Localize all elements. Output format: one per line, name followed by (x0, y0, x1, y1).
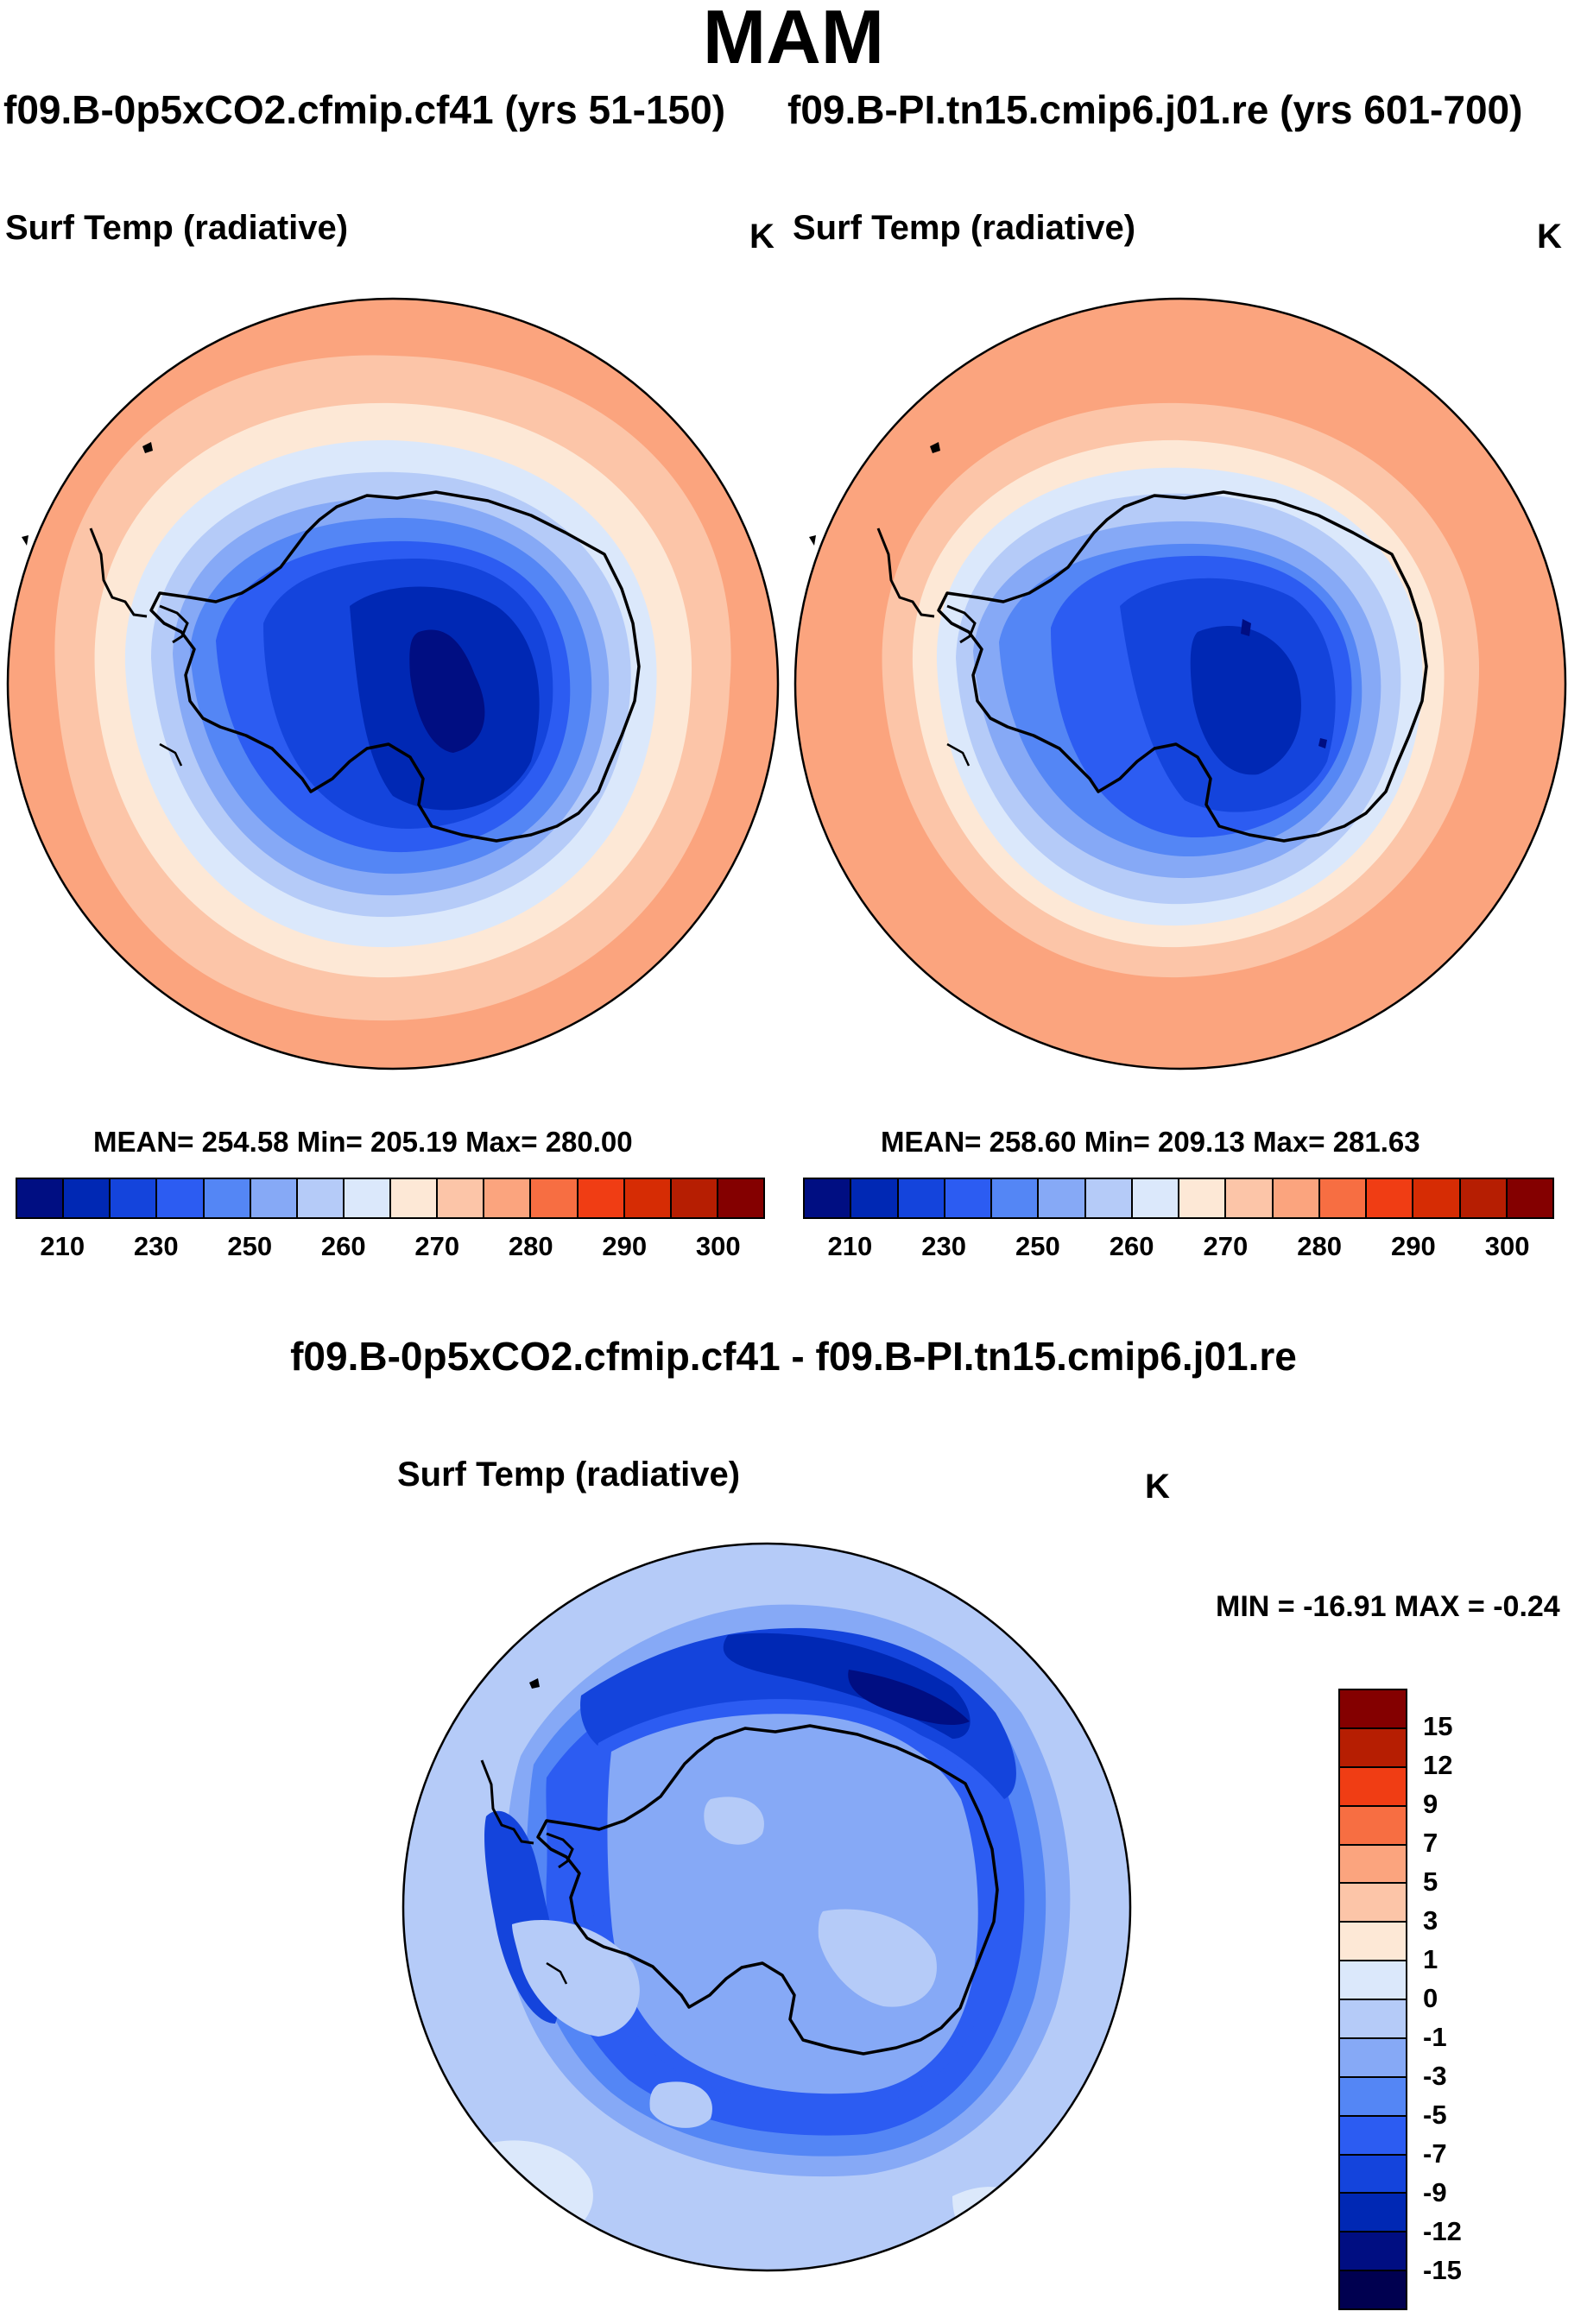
panel-left-stats: MEAN= 254.58 Min= 205.19 Max= 280.00 (93, 1126, 633, 1158)
colorbar-right-tick-label: 300 (1484, 1231, 1530, 1261)
colorbar-left (16, 1178, 765, 1219)
figure-title: MAM (702, 0, 885, 79)
colorbar-left-tick-label: 210 (40, 1231, 85, 1261)
difference-colorbar-tick-label: -9 (1423, 2177, 1447, 2207)
diff-units-label: K (1145, 1468, 1170, 1506)
difference-colorbar-swatch-2 (1340, 1767, 1406, 1807)
panel-right-stats: MEAN= 258.60 Min= 209.13 Max= 281.63 (881, 1126, 1420, 1158)
colorbar-left-swatch-0 (17, 1179, 65, 1217)
diff-min-max: MIN = -16.91 MAX = -0.24 (1216, 1590, 1560, 1623)
difference-colorbar (1338, 1689, 1407, 2310)
colorbar-right-swatch-4 (992, 1179, 1040, 1217)
colorbar-right-swatch-0 (805, 1179, 852, 1217)
difference-colorbar-tick-label: -5 (1423, 2100, 1447, 2130)
difference-colorbar-tick-label: -3 (1423, 2061, 1447, 2091)
colorbar-left-swatch-1 (64, 1179, 111, 1217)
diff-variable-label: Surf Temp (radiative) (397, 1456, 741, 1494)
colorbar-left-swatch-5 (250, 1179, 298, 1217)
colorbar-right-swatch-14 (1460, 1179, 1508, 1217)
colorbar-left-tick-label: 260 (320, 1231, 366, 1261)
colorbar-left-tick-label: 270 (414, 1231, 460, 1261)
colorbar-right-tick-label: 230 (921, 1231, 966, 1261)
colorbar-left-swatch-13 (624, 1179, 672, 1217)
colorbar-left-swatch-6 (297, 1179, 345, 1217)
panel-left-units-label: K (749, 218, 775, 256)
difference-colorbar-tick-label: 7 (1423, 1828, 1438, 1858)
map-difference-surface-temperature (401, 1542, 1132, 2272)
colorbar-right-tick-label: 250 (1015, 1231, 1060, 1261)
colorbar-left-tick-label: 230 (133, 1231, 179, 1261)
colorbar-right-swatch-13 (1413, 1179, 1461, 1217)
difference-colorbar-tick-label: 9 (1423, 1789, 1438, 1819)
difference-colorbar-swatch-15 (1340, 2271, 1406, 2308)
panel-right-units-label: K (1537, 218, 1562, 256)
difference-colorbar-swatch-6 (1340, 1923, 1406, 1962)
difference-colorbar-swatch-12 (1340, 2155, 1406, 2195)
map-right-surface-temperature (794, 297, 1567, 1070)
colorbar-right-tick-label: 270 (1203, 1231, 1249, 1261)
difference-colorbar-tick-label: 3 (1423, 1905, 1438, 1936)
colorbar-right-swatch-3 (945, 1179, 992, 1217)
colorbar-right-swatch-10 (1273, 1179, 1320, 1217)
colorbar-left-swatch-4 (204, 1179, 251, 1217)
difference-colorbar-swatch-8 (1340, 2000, 1406, 2039)
colorbar-right-swatch-9 (1226, 1179, 1274, 1217)
colorbar-right-swatch-8 (1179, 1179, 1227, 1217)
colorbar-right-swatch-15 (1507, 1179, 1552, 1217)
colorbar-right-swatch-1 (851, 1179, 899, 1217)
difference-colorbar-tick-label: 1 (1423, 1944, 1438, 1974)
difference-colorbar-swatch-14 (1340, 2232, 1406, 2272)
colorbar-right (803, 1178, 1554, 1219)
difference-colorbar-tick-label: 15 (1423, 1711, 1453, 1741)
difference-colorbar-tick-label: -15 (1423, 2255, 1462, 2285)
difference-colorbar-swatch-10 (1340, 2077, 1406, 2117)
difference-title: f09.B-0p5xCO2.cfmip.cf41 - f09.B-PI.tn15… (290, 1334, 1297, 1379)
colorbar-left-tick-label: 300 (695, 1231, 741, 1261)
difference-colorbar-swatch-4 (1340, 1845, 1406, 1885)
colorbar-left-swatch-2 (111, 1179, 158, 1217)
case-title-left: f09.B-0p5xCO2.cfmip.cf41 (yrs 51-150) (3, 87, 726, 132)
colorbar-right-tick-label: 290 (1391, 1231, 1436, 1261)
panel-left-variable-label: Surf Temp (radiative) (5, 209, 349, 247)
difference-colorbar-tick-label: -1 (1423, 2022, 1447, 2052)
difference-colorbar-tick-label: 0 (1423, 1983, 1438, 2013)
case-title-right: f09.B-PI.tn15.cmip6.j01.re (yrs 601-700) (787, 87, 1523, 132)
difference-colorbar-swatch-1 (1340, 1728, 1406, 1768)
colorbar-right-swatch-5 (1039, 1179, 1086, 1217)
colorbar-left-tick-label: 250 (227, 1231, 273, 1261)
colorbar-right-tick-label: 280 (1297, 1231, 1342, 1261)
colorbar-left-swatch-14 (671, 1179, 718, 1217)
colorbar-left-swatch-15 (718, 1179, 763, 1217)
difference-colorbar-swatch-13 (1340, 2194, 1406, 2233)
colorbar-right-swatch-6 (1085, 1179, 1133, 1217)
colorbar-left-swatch-9 (438, 1179, 485, 1217)
difference-colorbar-swatch-3 (1340, 1806, 1406, 1846)
colorbar-right-tick-label: 260 (1109, 1231, 1154, 1261)
difference-colorbar-tick-label: -7 (1423, 2138, 1447, 2169)
difference-colorbar-tick-label: -12 (1423, 2216, 1462, 2246)
colorbar-left-swatch-10 (484, 1179, 532, 1217)
colorbar-left-swatch-7 (344, 1179, 391, 1217)
difference-colorbar-swatch-0 (1340, 1690, 1406, 1729)
colorbar-left-swatch-12 (578, 1179, 625, 1217)
difference-colorbar-tick-label: 12 (1423, 1750, 1453, 1780)
colorbar-left-swatch-8 (391, 1179, 439, 1217)
colorbar-right-swatch-11 (1319, 1179, 1367, 1217)
colorbar-left-tick-label: 280 (508, 1231, 553, 1261)
difference-colorbar-swatch-9 (1340, 2038, 1406, 2078)
colorbar-right-tick-label: 210 (827, 1231, 873, 1261)
colorbar-left-tick-label: 290 (602, 1231, 648, 1261)
colorbar-right-swatch-12 (1367, 1179, 1414, 1217)
difference-colorbar-swatch-5 (1340, 1884, 1406, 1923)
colorbar-left-swatch-11 (531, 1179, 579, 1217)
difference-colorbar-swatch-7 (1340, 1961, 1406, 2000)
difference-colorbar-tick-label: 5 (1423, 1866, 1438, 1897)
panel-right-variable-label: Surf Temp (radiative) (793, 209, 1136, 247)
colorbar-right-swatch-7 (1132, 1179, 1179, 1217)
map-left-surface-temperature (6, 297, 780, 1070)
colorbar-right-swatch-2 (898, 1179, 945, 1217)
colorbar-left-swatch-3 (157, 1179, 205, 1217)
difference-colorbar-swatch-11 (1340, 2116, 1406, 2156)
